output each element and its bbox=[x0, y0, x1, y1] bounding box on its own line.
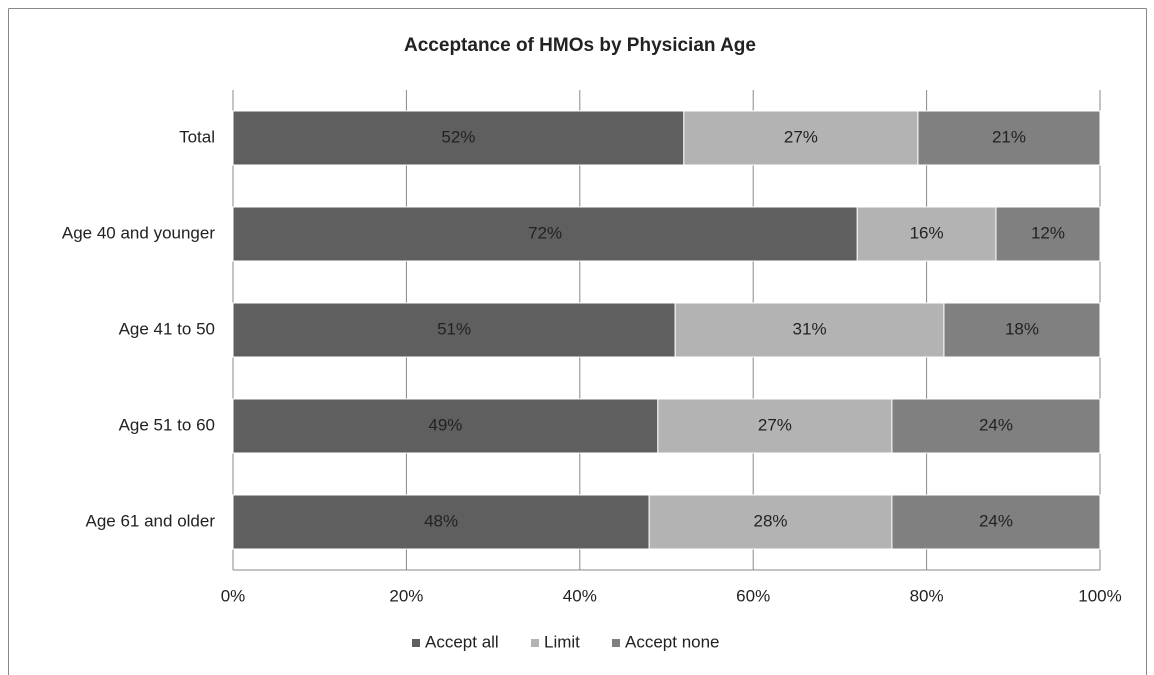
legend-label: Accept none bbox=[625, 632, 720, 651]
data-label: 31% bbox=[793, 319, 827, 338]
data-label: 28% bbox=[754, 511, 788, 530]
legend-swatch bbox=[531, 639, 539, 647]
bar-segment bbox=[232, 398, 659, 454]
data-label: 48% bbox=[424, 511, 458, 530]
data-label: 72% bbox=[528, 223, 562, 242]
x-tick-label: 100% bbox=[1078, 586, 1121, 605]
data-label: 27% bbox=[784, 127, 818, 146]
legend-swatch bbox=[412, 639, 420, 647]
bar-segment bbox=[657, 398, 893, 454]
x-tick-label: 20% bbox=[389, 586, 423, 605]
data-label: 21% bbox=[992, 127, 1026, 146]
x-tick-label: 80% bbox=[910, 586, 944, 605]
legend-label: Limit bbox=[544, 632, 580, 651]
bar-segment bbox=[891, 398, 1101, 454]
data-label: 27% bbox=[758, 415, 792, 434]
x-tick-label: 0% bbox=[221, 586, 246, 605]
y-tick-label: Age 40 and younger bbox=[62, 223, 215, 242]
bar-segment bbox=[648, 494, 893, 550]
bar-segment bbox=[995, 206, 1101, 262]
data-label: 16% bbox=[910, 223, 944, 242]
y-tick-label: Age 41 to 50 bbox=[119, 319, 215, 338]
y-tick-label: Total bbox=[179, 127, 215, 146]
bar-segment bbox=[891, 494, 1101, 550]
data-label: 24% bbox=[979, 415, 1013, 434]
x-tick-label: 60% bbox=[736, 586, 770, 605]
bar-segment bbox=[232, 494, 650, 550]
y-tick-label: Age 61 and older bbox=[86, 511, 216, 530]
legend-label: Accept all bbox=[425, 632, 499, 651]
data-label: 51% bbox=[437, 319, 471, 338]
data-label: 18% bbox=[1005, 319, 1039, 338]
data-label: 12% bbox=[1031, 223, 1065, 242]
data-label: 52% bbox=[441, 127, 475, 146]
bar-segment bbox=[683, 110, 919, 166]
bar-segment bbox=[232, 206, 858, 262]
data-label: 49% bbox=[428, 415, 462, 434]
data-label: 24% bbox=[979, 511, 1013, 530]
bar-segment bbox=[232, 302, 676, 358]
bar-segment bbox=[917, 110, 1101, 166]
chart-title: Acceptance of HMOs by Physician Age bbox=[404, 35, 756, 56]
bar-segment bbox=[943, 302, 1101, 358]
bar-segment bbox=[674, 302, 945, 358]
x-tick-label: 40% bbox=[563, 586, 597, 605]
y-tick-label: Age 51 to 60 bbox=[119, 415, 215, 434]
bar-segment bbox=[856, 206, 997, 262]
legend-swatch bbox=[612, 639, 620, 647]
